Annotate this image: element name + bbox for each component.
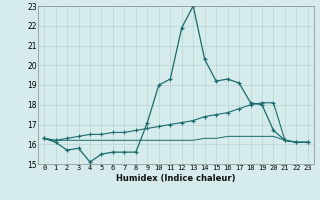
- X-axis label: Humidex (Indice chaleur): Humidex (Indice chaleur): [116, 174, 236, 183]
